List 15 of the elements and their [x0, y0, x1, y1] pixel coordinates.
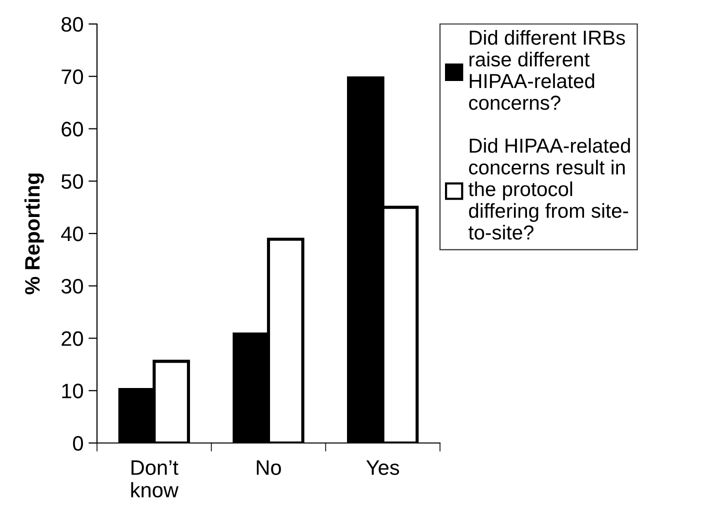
y-tick-label: 10 [62, 384, 83, 398]
x-tick-label: Don’t know [131, 460, 179, 498]
y-tick-label: 70 [62, 69, 83, 84]
x-tick-label: No [256, 460, 281, 475]
y-tick-label: 60 [62, 122, 83, 137]
y-axis-title: % Reporting [24, 174, 44, 294]
y-tick-label: 0 [73, 436, 83, 451]
x-tick-label: Yes [366, 460, 400, 475]
y-tick-label: 40 [61, 226, 83, 242]
legend-label: Did HIPAA-related concerns result in the protocol differing from site- to-site? [468, 138, 630, 240]
legend-label: Did different IRBs raise different HIPAA-related concerns? [469, 30, 625, 110]
y-tick-label: 80 [62, 17, 83, 32]
y-tick-label: 30 [61, 278, 83, 294]
y-tick-label: 20 [62, 331, 83, 346]
y-tick-label: 50 [61, 174, 83, 189]
